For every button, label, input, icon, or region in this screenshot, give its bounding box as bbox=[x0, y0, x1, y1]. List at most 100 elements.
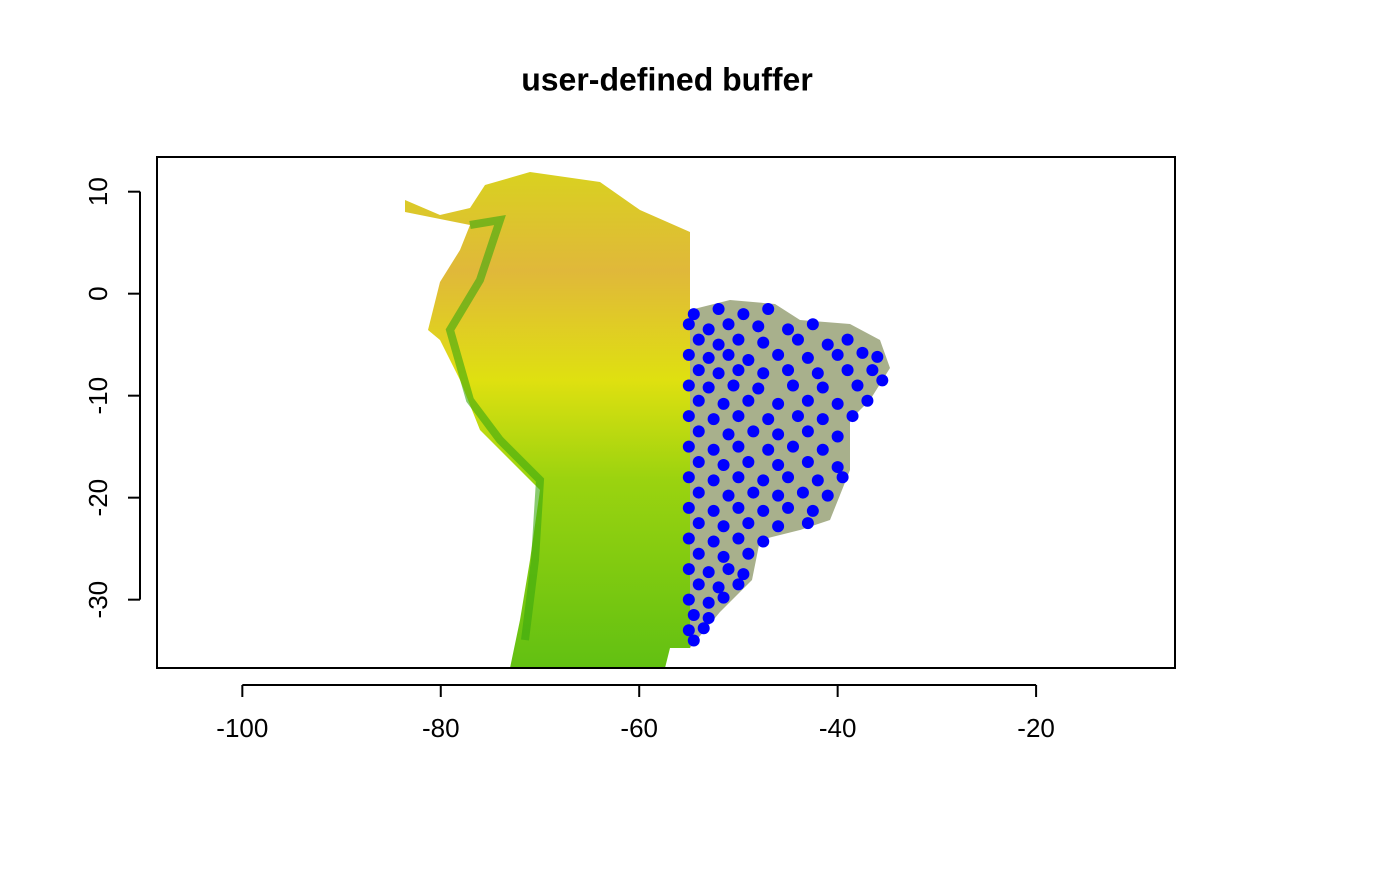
point bbox=[737, 568, 750, 581]
point bbox=[757, 474, 770, 487]
point bbox=[831, 461, 844, 474]
point bbox=[801, 425, 814, 438]
point bbox=[702, 596, 715, 609]
point bbox=[742, 455, 755, 468]
point bbox=[682, 532, 695, 545]
point bbox=[841, 333, 854, 346]
point bbox=[702, 323, 715, 336]
point bbox=[762, 413, 775, 426]
point bbox=[757, 535, 770, 548]
point bbox=[816, 443, 829, 456]
point bbox=[692, 333, 705, 346]
point bbox=[702, 612, 715, 625]
point bbox=[687, 308, 700, 321]
point bbox=[866, 364, 879, 377]
point bbox=[732, 578, 745, 591]
point bbox=[752, 382, 765, 395]
y-tick-label: -20 bbox=[83, 479, 113, 517]
point bbox=[762, 302, 775, 315]
point bbox=[876, 374, 889, 387]
point bbox=[682, 410, 695, 423]
point bbox=[702, 566, 715, 579]
point bbox=[757, 367, 770, 380]
point bbox=[831, 397, 844, 410]
point bbox=[772, 348, 785, 361]
y-tick-label: 0 bbox=[83, 286, 113, 300]
point bbox=[782, 364, 795, 377]
point bbox=[841, 364, 854, 377]
point bbox=[707, 474, 720, 487]
point bbox=[801, 455, 814, 468]
point bbox=[682, 624, 695, 637]
point bbox=[712, 338, 725, 351]
point bbox=[747, 425, 760, 438]
point bbox=[861, 394, 874, 407]
point bbox=[732, 440, 745, 453]
point bbox=[846, 410, 859, 423]
point bbox=[682, 440, 695, 453]
point bbox=[772, 520, 785, 533]
point bbox=[762, 443, 775, 456]
point bbox=[772, 459, 785, 472]
point bbox=[692, 486, 705, 499]
point bbox=[772, 489, 785, 502]
point bbox=[682, 348, 695, 361]
point bbox=[782, 501, 795, 514]
point bbox=[682, 501, 695, 514]
point bbox=[816, 381, 829, 394]
point bbox=[772, 428, 785, 441]
point bbox=[811, 474, 824, 487]
point bbox=[692, 425, 705, 438]
point bbox=[856, 346, 869, 359]
point bbox=[831, 348, 844, 361]
point bbox=[772, 397, 785, 410]
point bbox=[682, 318, 695, 331]
y-tick-label: -10 bbox=[83, 377, 113, 415]
point bbox=[851, 379, 864, 392]
point bbox=[682, 593, 695, 606]
x-tick-label: -60 bbox=[620, 713, 658, 743]
point bbox=[702, 381, 715, 394]
point bbox=[742, 353, 755, 366]
point bbox=[702, 351, 715, 364]
point bbox=[796, 486, 809, 499]
point bbox=[707, 443, 720, 456]
point bbox=[752, 320, 765, 333]
point bbox=[737, 308, 750, 321]
point bbox=[687, 634, 700, 647]
point bbox=[692, 394, 705, 407]
point bbox=[821, 338, 834, 351]
point bbox=[687, 608, 700, 621]
x-tick-label: -20 bbox=[1017, 713, 1055, 743]
point bbox=[871, 350, 884, 363]
point bbox=[806, 504, 819, 517]
point bbox=[722, 348, 735, 361]
point bbox=[692, 364, 705, 377]
point bbox=[747, 486, 760, 499]
y-tick-label: 10 bbox=[83, 177, 113, 206]
x-tick-label: -40 bbox=[819, 713, 857, 743]
point bbox=[836, 471, 849, 484]
point bbox=[791, 333, 804, 346]
y-tick-label: -30 bbox=[83, 581, 113, 619]
point bbox=[757, 336, 770, 349]
point bbox=[801, 517, 814, 530]
point bbox=[821, 489, 834, 502]
point bbox=[717, 397, 730, 410]
point bbox=[722, 489, 735, 502]
point bbox=[707, 535, 720, 548]
point bbox=[692, 517, 705, 530]
point bbox=[806, 318, 819, 331]
point bbox=[787, 379, 800, 392]
point bbox=[782, 323, 795, 336]
point bbox=[801, 394, 814, 407]
point bbox=[791, 410, 804, 423]
point bbox=[757, 504, 770, 517]
point bbox=[707, 504, 720, 517]
point bbox=[712, 367, 725, 380]
point bbox=[707, 413, 720, 426]
point bbox=[722, 428, 735, 441]
point bbox=[717, 550, 730, 563]
point bbox=[801, 351, 814, 364]
